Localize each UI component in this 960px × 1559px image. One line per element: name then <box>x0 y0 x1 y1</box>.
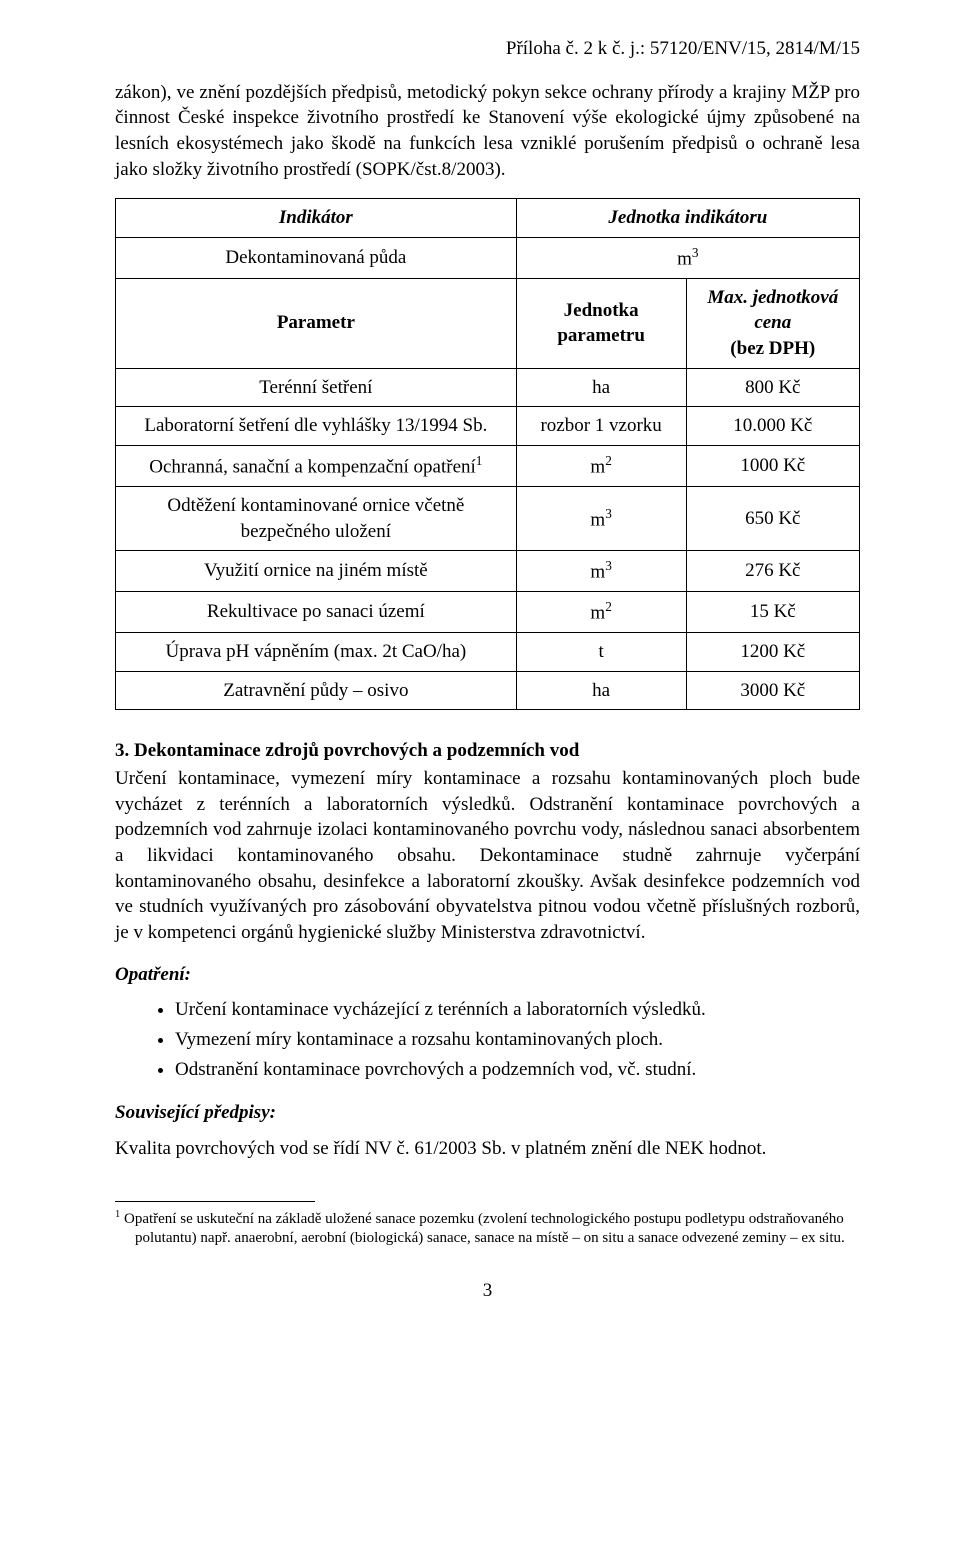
cell-unit: rozbor 1 vzorku <box>516 407 686 446</box>
page-number: 3 <box>115 1278 860 1304</box>
cell-param: Zatravnění půdy – osivo <box>116 671 517 710</box>
cell-price: 276 Kč <box>686 551 859 592</box>
unit-exp: 3 <box>605 558 612 573</box>
table-row: Zatravnění půdy – osivo ha 3000 Kč <box>116 671 860 710</box>
th-unit-param: Jednotka parametru <box>516 278 686 368</box>
opatreni-label: Opatření: <box>115 962 860 988</box>
table-row-indicator: Dekontaminovaná půda m3 <box>116 237 860 278</box>
unit-exp: 2 <box>605 453 612 468</box>
souvisejici-label: Související předpisy: <box>115 1100 860 1126</box>
intro-paragraph: zákon), ve znění pozdějších předpisů, me… <box>115 80 860 183</box>
list-item: Určení kontaminace vycházející z terénní… <box>175 997 860 1023</box>
table-header-indicator: Indikátor Jednotka indikátoru <box>116 199 860 238</box>
header-reference: Příloha č. 2 k č. j.: 57120/ENV/15, 2814… <box>115 36 860 62</box>
page-container: Příloha č. 2 k č. j.: 57120/ENV/15, 2814… <box>0 0 960 1344</box>
price-line1: Max. jednotková cena <box>707 287 838 334</box>
cell-indikator-unit: m3 <box>516 237 859 278</box>
table-row: Úprava pH vápněním (max. 2t CaO/ha) t 12… <box>116 633 860 672</box>
cell-param: Odtěžení kontaminované ornice včetně bez… <box>116 486 517 550</box>
table-row: Rekultivace po sanaci území m2 15 Kč <box>116 592 860 633</box>
unit-exp: 2 <box>605 599 612 614</box>
cell-param: Úprava pH vápněním (max. 2t CaO/ha) <box>116 633 517 672</box>
table-row: Odtěžení kontaminované ornice včetně bez… <box>116 486 860 550</box>
cell-unit: t <box>516 633 686 672</box>
cell-param: Rekultivace po sanaci území <box>116 592 517 633</box>
unit-exp: 3 <box>605 506 612 521</box>
table-row: Ochranná, sanační a kompenzační opatření… <box>116 446 860 487</box>
cell-unit: m3 <box>516 551 686 592</box>
cell-param: Laboratorní šetření dle vyhlášky 13/1994… <box>116 407 517 446</box>
cell-price: 15 Kč <box>686 592 859 633</box>
souvisejici-text: Kvalita povrchových vod se řídí NV č. 61… <box>115 1136 860 1162</box>
cell-unit: m2 <box>516 592 686 633</box>
footnote-line1: 1 Opatření se uskuteční na základě ulože… <box>115 1208 860 1229</box>
unit-base: m <box>677 248 692 269</box>
unit-base: m <box>590 509 605 530</box>
bullet-list: Určení kontaminace vycházející z terénní… <box>175 997 860 1082</box>
section-paragraph: Určení kontaminace, vymezení míry kontam… <box>115 766 860 945</box>
cell-price: 1200 Kč <box>686 633 859 672</box>
table-header-param: Parametr Jednotka parametru Max. jednotk… <box>116 278 860 368</box>
unit-base: m <box>590 562 605 583</box>
th-unit-ind: Jednotka indikátoru <box>516 199 859 238</box>
table-row: Využití ornice na jiném místě m3 276 Kč <box>116 551 860 592</box>
price-table: Indikátor Jednotka indikátoru Dekontamin… <box>115 198 860 710</box>
cell-indikator-name: Dekontaminovaná půda <box>116 237 517 278</box>
footnote-text1: Opatření se uskuteční na základě uložené… <box>120 1211 844 1227</box>
list-item: Vymezení míry kontaminace a rozsahu kont… <box>175 1027 860 1053</box>
cell-unit: ha <box>516 368 686 407</box>
unit-base: m <box>590 603 605 624</box>
cell-param: Terénní šetření <box>116 368 517 407</box>
th-indikator: Indikátor <box>116 199 517 238</box>
cell-unit: m3 <box>516 486 686 550</box>
cell-price: 800 Kč <box>686 368 859 407</box>
cell-price: 650 Kč <box>686 486 859 550</box>
table-row: Terénní šetření ha 800 Kč <box>116 368 860 407</box>
th-price: Max. jednotková cena (bez DPH) <box>686 278 859 368</box>
price-line2: (bez DPH) <box>730 338 815 359</box>
cell-unit: ha <box>516 671 686 710</box>
param-sup: 1 <box>476 453 483 468</box>
unit-base: m <box>590 456 605 477</box>
param-text: Ochranná, sanační a kompenzační opatření <box>149 456 476 477</box>
cell-price: 10.000 Kč <box>686 407 859 446</box>
cell-unit: m2 <box>516 446 686 487</box>
cell-price: 1000 Kč <box>686 446 859 487</box>
cell-param: Ochranná, sanační a kompenzační opatření… <box>116 446 517 487</box>
cell-price: 3000 Kč <box>686 671 859 710</box>
th-param: Parametr <box>116 278 517 368</box>
table-row: Laboratorní šetření dle vyhlášky 13/1994… <box>116 407 860 446</box>
cell-param: Využití ornice na jiném místě <box>116 551 517 592</box>
unit-exp: 3 <box>692 245 699 260</box>
footnote-line2: polutantu) např. anaerobní, aerobní (bio… <box>115 1229 860 1248</box>
footnote: 1 Opatření se uskuteční na základě ulože… <box>115 1208 860 1248</box>
section-heading: 3. Dekontaminace zdrojů povrchových a po… <box>115 738 860 764</box>
list-item: Odstranění kontaminace povrchových a pod… <box>175 1057 860 1083</box>
footnote-separator <box>115 1201 315 1202</box>
